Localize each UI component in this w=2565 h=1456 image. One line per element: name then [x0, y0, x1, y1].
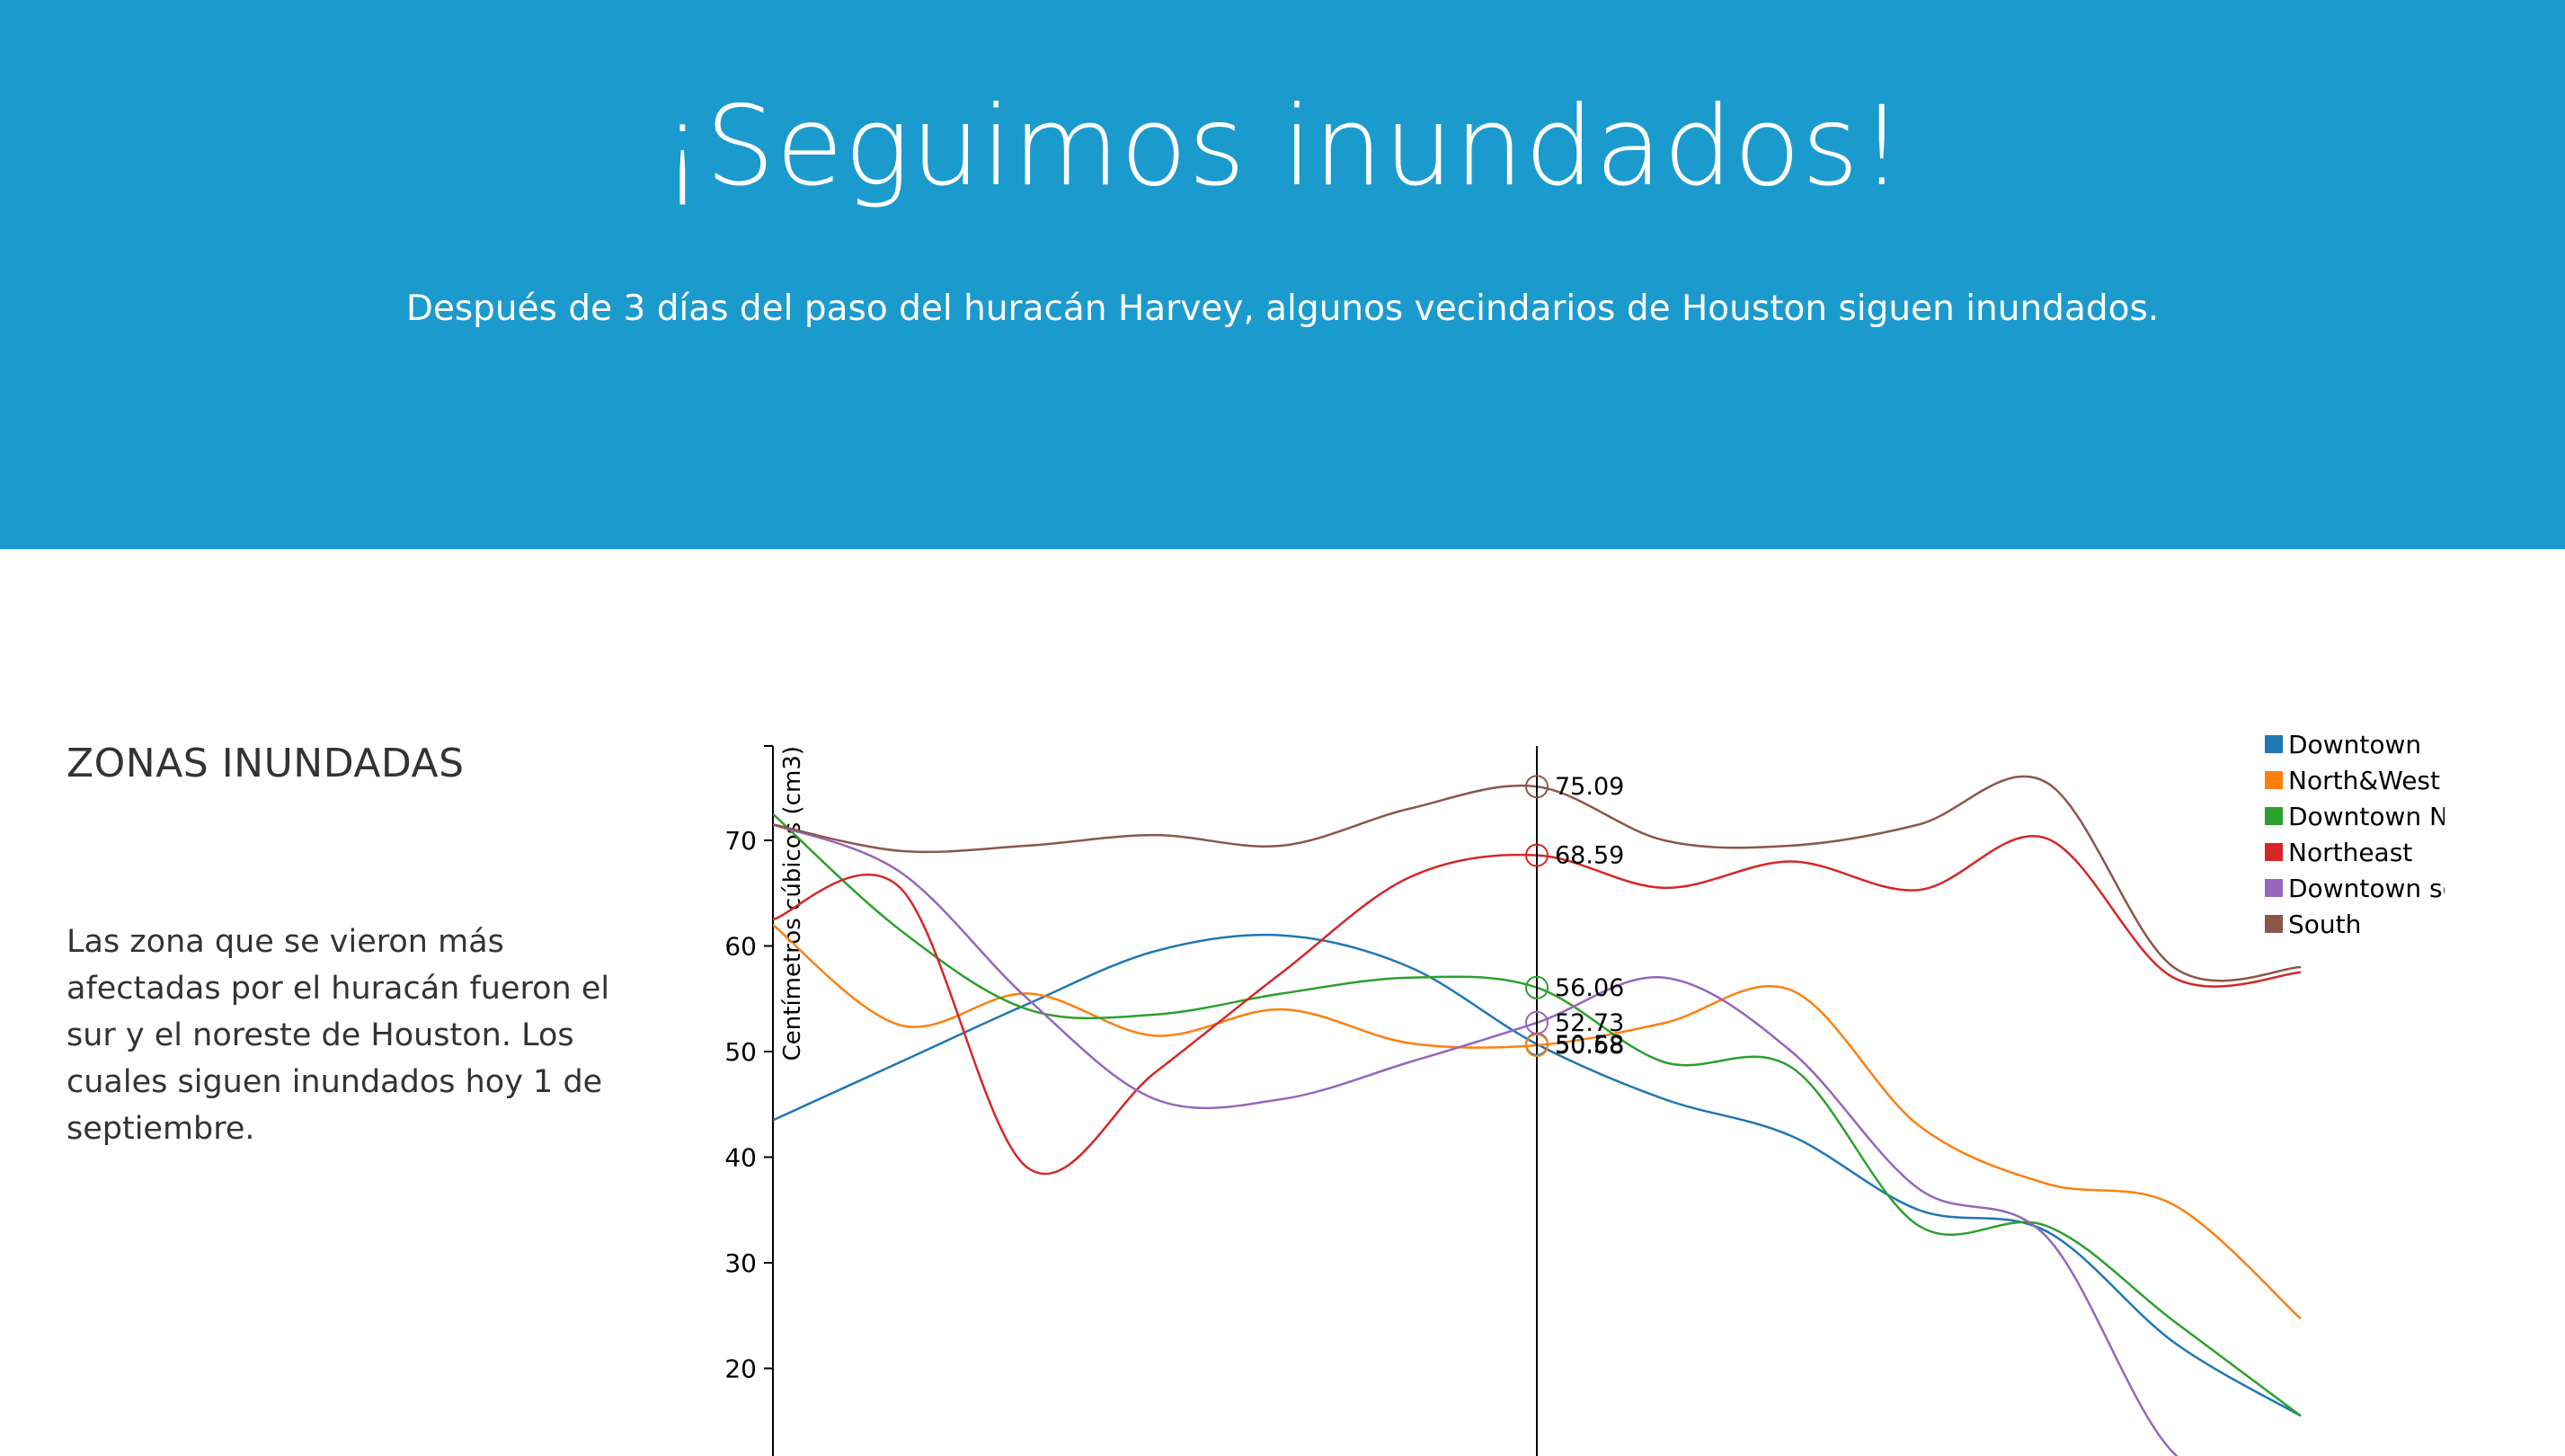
legend-item[interactable]: North&West [2265, 766, 2440, 795]
y-tick-label: 40 [724, 1143, 757, 1173]
legend-label: North&West [2288, 766, 2440, 795]
hover-marker [1525, 843, 1549, 867]
series-line-south [773, 775, 2302, 982]
legend-item[interactable]: South [2265, 910, 2361, 939]
y-axis: 20 30 40 50 60 70 [724, 745, 774, 1456]
legend-swatch [2265, 807, 2283, 825]
legend-label: Downtown south [2288, 874, 2481, 903]
y-tick-label: 50 [724, 1037, 757, 1067]
y-tick-label: 70 [724, 826, 757, 856]
series-line-downtown-norte [773, 812, 2302, 1417]
hover-value-label: 75.09 [1555, 773, 1624, 801]
legend-item[interactable]: Northeast [2265, 838, 2412, 867]
legend-item[interactable]: Downtown south [2265, 874, 2481, 903]
y-tick-label: 60 [724, 932, 757, 962]
legend-swatch [2265, 735, 2283, 753]
hero-header: ¡Seguimos inundados! Después de 3 días d… [0, 0, 2565, 549]
series-line-downtown-south [773, 823, 2179, 1456]
series-lines [773, 775, 2302, 1456]
sidebar-panel: ZONAS INUNDADAS Las zona que se vieron m… [67, 737, 642, 1152]
legend-label: Downtown [2288, 730, 2421, 759]
section-heading: ZONAS INUNDADAS [67, 741, 465, 786]
y-tick-label: 20 [724, 1354, 757, 1384]
legend-swatch [2265, 879, 2283, 897]
legend-label: South [2288, 910, 2361, 939]
page-title: ¡Seguimos inundados! [660, 83, 1905, 210]
hover-value-label: 50.68 [1555, 1032, 1624, 1060]
y-tick-label: 30 [724, 1248, 757, 1278]
hover-marker [1525, 775, 1549, 799]
legend-label: Downtown Norte [2288, 802, 2481, 831]
hover-marker [1525, 975, 1549, 999]
chart-legend: Downtown North&West Downtown Norte Northeas… [2265, 730, 2481, 939]
legend-item[interactable]: Downtown Norte [2265, 802, 2481, 831]
page-subtitle: Después de 3 días del paso del huracán H… [405, 289, 2160, 329]
section-description: Las zona que se vieron más afectadas por… [67, 924, 610, 1147]
hover-value-label: 68.59 [1555, 842, 1624, 870]
hover-value-label: 52.73 [1555, 1009, 1624, 1037]
hover-value-label: 50.58 [1555, 1031, 1624, 1059]
series-line-north-west [773, 924, 2302, 1320]
legend-swatch [2265, 771, 2283, 789]
hover-value-label: 56.06 [1555, 974, 1624, 1002]
legend-swatch [2265, 915, 2283, 933]
hover-marker [1525, 1033, 1549, 1057]
hover-marker [1525, 1010, 1549, 1034]
series-line-northeast [773, 835, 2302, 1176]
legend-item[interactable]: Downtown [2265, 730, 2421, 759]
legend-swatch [2265, 843, 2283, 861]
legend-label: Northeast [2288, 838, 2412, 867]
